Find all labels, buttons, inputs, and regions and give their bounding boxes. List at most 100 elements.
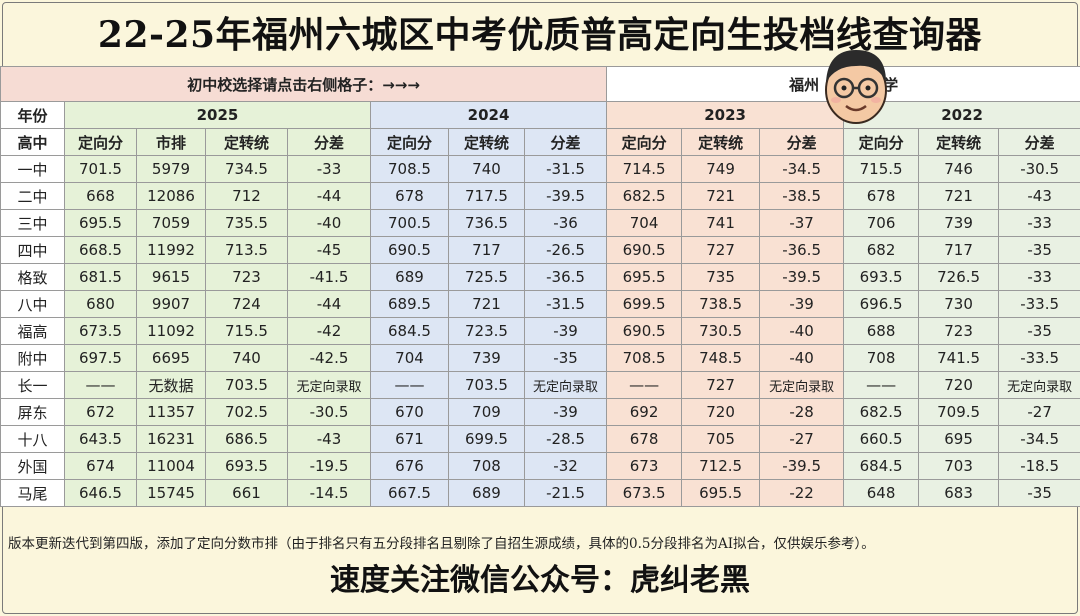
table-row: 外国 674 11004 693.5 -19.5 676 708 -32 673 712.5 -39… bbox=[0, 452, 1080, 480]
score-cell: 661 bbox=[205, 479, 288, 507]
score-cell: 717 bbox=[918, 236, 1000, 264]
score-cell: 708.5 bbox=[370, 155, 449, 183]
score-cell: —— bbox=[843, 371, 920, 399]
score-cell: 690.5 bbox=[606, 317, 683, 345]
score-cell: -32 bbox=[523, 452, 608, 480]
score-cell: -43 bbox=[287, 425, 371, 453]
score-cell: 740 bbox=[448, 155, 525, 183]
score-cell: -33 bbox=[998, 209, 1080, 237]
score-cell: 684.5 bbox=[843, 452, 920, 480]
score-cell: 672 bbox=[64, 398, 137, 426]
score-cell: -30.5 bbox=[998, 155, 1080, 183]
table-row: 马尾 646.5 15745 661 -14.5 667.5 689 -21.5 673.5 69… bbox=[0, 479, 1080, 507]
score-cell: 无定向录取 bbox=[523, 371, 608, 399]
score-cell: —— bbox=[370, 371, 449, 399]
school-name-cell: 外国 bbox=[0, 452, 65, 480]
score-cell: -27 bbox=[759, 425, 845, 453]
score-cell: -36.5 bbox=[523, 263, 608, 291]
school-select-prompt: 初中校选择请点击右侧格子：→→→ bbox=[0, 66, 608, 102]
col-header: 市排 bbox=[136, 128, 206, 156]
school-name-cell: 二中 bbox=[0, 182, 65, 210]
score-cell: -43 bbox=[998, 182, 1080, 210]
score-cell: 643.5 bbox=[64, 425, 137, 453]
score-cell: 7059 bbox=[136, 209, 206, 237]
score-cell: 678 bbox=[843, 182, 920, 210]
score-cell: 699.5 bbox=[606, 290, 683, 318]
score-cell: -40 bbox=[287, 209, 371, 237]
score-cell: 689 bbox=[370, 263, 449, 291]
score-cell: 无定向录取 bbox=[998, 371, 1080, 399]
school-name-cell: 长一 bbox=[0, 371, 65, 399]
table-row: 十八 643.5 16231 686.5 -43 671 699.5 -28.5 678 705-… bbox=[0, 425, 1080, 453]
table-body: 一中 701.5 5979 734.5 -33 708.5 740 -31.5 714.5 749… bbox=[0, 155, 1080, 507]
score-cell: -44 bbox=[287, 290, 371, 318]
col-header: 分差 bbox=[523, 128, 608, 156]
school-name-cell: 屏东 bbox=[0, 398, 65, 426]
score-cell: 713.5 bbox=[205, 236, 288, 264]
score-cell: -41.5 bbox=[287, 263, 371, 291]
score-cell: -39 bbox=[759, 290, 845, 318]
score-cell: 682 bbox=[843, 236, 920, 264]
score-cell: 727 bbox=[681, 371, 761, 399]
score-cell: 673.5 bbox=[606, 479, 683, 507]
score-cell: 701.5 bbox=[64, 155, 137, 183]
col-header: 定转统 bbox=[448, 128, 525, 156]
score-cell: 690.5 bbox=[370, 236, 449, 264]
school-name-cell: 三中 bbox=[0, 209, 65, 237]
score-cell: 708 bbox=[843, 344, 920, 372]
score-cell: -40 bbox=[759, 344, 845, 372]
score-cell: 749 bbox=[681, 155, 761, 183]
table-row: 三中 695.5 7059 735.5 -40 700.5 736.5 -36 704 741 -3… bbox=[0, 209, 1080, 237]
year-2025-header: 2025 bbox=[64, 101, 371, 129]
score-cell: 6695 bbox=[136, 344, 206, 372]
score-cell: 5979 bbox=[136, 155, 206, 183]
score-cell: 683 bbox=[918, 479, 1000, 507]
score-cell: 703.5 bbox=[448, 371, 525, 399]
col-header: 定向分 bbox=[64, 128, 137, 156]
score-cell: 725.5 bbox=[448, 263, 525, 291]
score-cell: 693.5 bbox=[843, 263, 920, 291]
score-cell: 723 bbox=[205, 263, 288, 291]
score-cell: 681.5 bbox=[64, 263, 137, 291]
school-header-label: 高中 bbox=[0, 128, 65, 156]
table-row: 附中 697.5 6695 740 -42.5 704 739 -35 708.5 748.5 -4… bbox=[0, 344, 1080, 372]
score-cell: -37 bbox=[759, 209, 845, 237]
score-cell: -40 bbox=[759, 317, 845, 345]
score-cell: 673 bbox=[606, 452, 683, 480]
score-cell: 741 bbox=[681, 209, 761, 237]
score-cell: 689.5 bbox=[370, 290, 449, 318]
score-cell: 648 bbox=[843, 479, 920, 507]
score-cell: 721 bbox=[681, 182, 761, 210]
score-cell: -35 bbox=[998, 236, 1080, 264]
score-cell: -35 bbox=[523, 344, 608, 372]
score-cell: 696.5 bbox=[843, 290, 920, 318]
score-cell: 709.5 bbox=[918, 398, 1000, 426]
col-header: 定向分 bbox=[843, 128, 920, 156]
score-cell: 720 bbox=[681, 398, 761, 426]
score-cell: -34.5 bbox=[759, 155, 845, 183]
score-cell: 无定向录取 bbox=[287, 371, 371, 399]
score-cell: —— bbox=[606, 371, 683, 399]
score-cell: 704 bbox=[606, 209, 683, 237]
score-cell: 686.5 bbox=[205, 425, 288, 453]
col-header: 定转统 bbox=[681, 128, 761, 156]
school-name-cell: 福高 bbox=[0, 317, 65, 345]
score-cell: -28.5 bbox=[523, 425, 608, 453]
school-name-cell: 一中 bbox=[0, 155, 65, 183]
score-cell: 712.5 bbox=[681, 452, 761, 480]
score-cell: 708.5 bbox=[606, 344, 683, 372]
score-cell: -31.5 bbox=[523, 290, 608, 318]
score-cell: -21.5 bbox=[523, 479, 608, 507]
follow-banner: 速度关注微信公众号：虎纠老黑 bbox=[330, 563, 750, 598]
score-cell: -42.5 bbox=[287, 344, 371, 372]
score-cell: -35 bbox=[998, 479, 1080, 507]
score-cell: 673.5 bbox=[64, 317, 137, 345]
score-cell: 无定向录取 bbox=[759, 371, 845, 399]
score-cell: -27 bbox=[998, 398, 1080, 426]
score-cell: 11357 bbox=[136, 398, 206, 426]
score-cell: -28 bbox=[759, 398, 845, 426]
score-cell: 700.5 bbox=[370, 209, 449, 237]
score-cell: 678 bbox=[370, 182, 449, 210]
score-cell: 11092 bbox=[136, 317, 206, 345]
score-cell: 735 bbox=[681, 263, 761, 291]
